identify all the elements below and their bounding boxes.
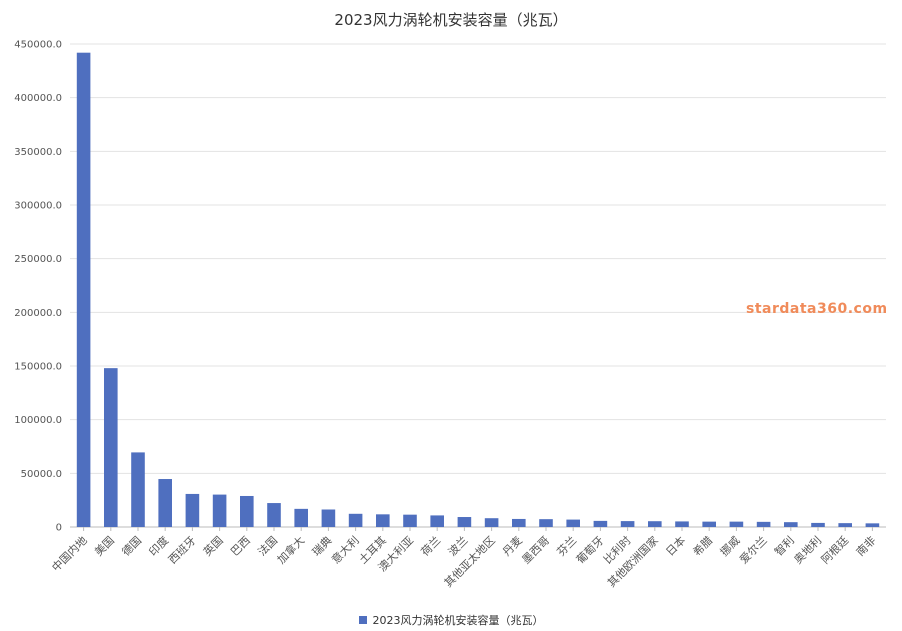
legend[interactable]: 2023风力涡轮机安装容量（兆瓦） [0,612,902,628]
bars [76,52,880,528]
x-tick-label: 爱尔兰 [737,534,770,567]
bar[interactable] [838,523,852,527]
y-tick-label: 300000.0 [14,201,62,212]
y-axis-ticks: 0 50000.0 100000.0 150000.0 200000.0 250000.0… [14,40,62,534]
bar[interactable] [185,493,200,527]
x-tick-label: 其他亚太地区 [442,534,498,590]
x-tick-label: 希腊 [690,533,715,558]
x-tick-label: 英国 [200,533,225,558]
x-tick-label: 德国 [119,533,144,558]
x-tick-label: 美国 [92,534,117,559]
bar[interactable] [784,522,798,527]
bar[interactable] [240,495,254,527]
x-tick-label: 荷兰 [419,534,444,559]
bar[interactable] [212,494,227,527]
bar[interactable] [484,518,499,527]
chart-title: 2023风力涡轮机安装容量（兆瓦） [334,11,568,29]
y-tick-label: 400000.0 [14,93,62,104]
y-tick-label: 250000.0 [14,254,62,265]
legend-swatch [358,616,367,624]
y-tick-label: 50000.0 [21,469,62,480]
x-tick-label: 葡萄牙 [574,534,607,567]
bar[interactable] [702,521,716,527]
bar[interactable] [756,521,771,527]
x-tick-label: 意大利 [328,533,361,566]
x-tick-label: 中国内地 [49,533,90,574]
x-tick-label: 墨西哥 [520,534,553,567]
grid-lines [70,43,886,528]
y-tick-label: 0 [56,523,62,534]
bar[interactable] [648,521,662,527]
bar[interactable] [457,517,472,527]
x-tick-label: 巴西 [228,534,253,559]
x-tick-label: 加拿大 [274,533,307,566]
bar[interactable] [348,513,363,527]
x-tick-label: 奥地利 [791,533,824,566]
y-tick-label: 150000.0 [14,362,62,373]
bar[interactable] [593,520,608,527]
bar[interactable] [729,521,744,527]
bar[interactable] [104,368,118,527]
x-tick-label: 西班牙 [166,534,199,567]
y-tick-label: 450000.0 [14,40,62,51]
bar[interactable] [131,452,145,527]
legend-label: 2023风力涡轮机安装容量（兆瓦） [372,614,544,627]
bar[interactable] [566,519,580,527]
bar[interactable] [321,509,336,528]
bar[interactable] [76,52,91,527]
bar[interactable] [620,521,635,527]
bar[interactable] [811,522,825,527]
bar[interactable] [512,518,526,527]
bar[interactable] [539,519,553,527]
bar[interactable] [403,514,417,527]
bar[interactable] [675,521,689,527]
watermark-text: stardata360.com [746,301,888,317]
bar[interactable] [865,523,880,527]
bar[interactable] [267,503,281,527]
y-tick-label: 350000.0 [14,147,62,158]
x-tick-label: 南非 [854,534,879,559]
x-tick-label: 日本 [663,533,688,558]
x-tick-label: 阿根廷 [818,533,851,566]
bar[interactable] [430,515,444,527]
bar[interactable] [294,508,308,527]
y-tick-label: 200000.0 [14,308,62,319]
y-tick-label: 100000.0 [14,415,62,426]
bar[interactable] [158,479,172,527]
bar[interactable] [376,514,390,527]
